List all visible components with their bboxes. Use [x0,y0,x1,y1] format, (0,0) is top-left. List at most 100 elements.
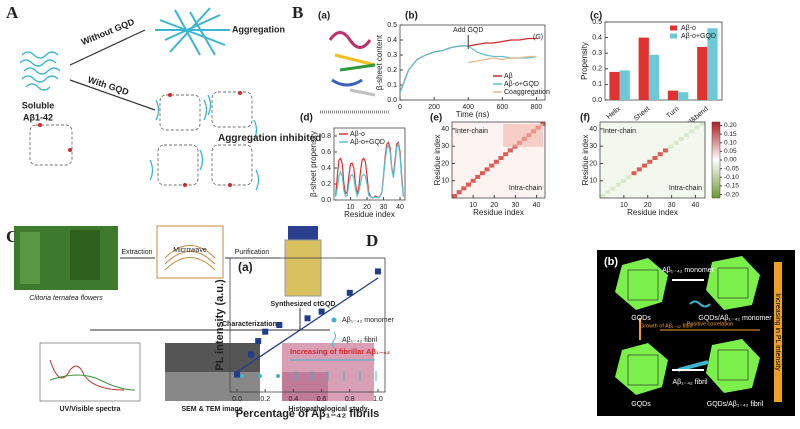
heatmap-cell [673,140,679,145]
point [255,338,262,345]
trend-text: Increasing of fibrillar Aβ₁₋₄₂ [290,347,390,356]
panel-a: A Soluble Aβ1-42 Without GQD With GQD Ag… [6,3,321,191]
heatmap-cell [503,152,509,157]
sub-label: (a) [318,11,330,22]
panel-b: B (a) (b) (c) (d) (e) (f) [292,3,602,124]
caption: Characterizations [222,321,281,328]
heatmap-cell [615,182,621,187]
colorbar [711,121,721,199]
heatmap-cell [456,190,462,195]
heatmap-cell [663,148,668,153]
scheme-text: GQDs [631,315,651,322]
panel-d: D (a) Aβ₁₋₄₂ monomer Aβ₁₋₄₂ fibril Incre… [236,231,795,416]
y-tick-label: 0.1 [387,82,397,89]
y-axis-label: PL intensity (a.u.) [214,279,226,371]
sub-label: (b) [405,11,418,22]
legend-label: Aβ-o+GQD [681,33,716,40]
without-gqd: Without GQD [80,17,137,48]
y-tick-label: 0.0 [321,197,331,204]
bar [678,92,689,100]
y-tick-label: 0.5 [592,19,602,26]
y-tick-label: 10 [589,178,597,185]
sub-label: (a) [238,260,253,274]
y-axis-label: β-sheet propensity [309,131,318,197]
x-tick-label: 40 [396,204,404,211]
scheme-text: Growth of Aβ₁₋₄₂ fibril [640,323,693,329]
microwave: Microwave [173,247,207,254]
bar [619,70,630,100]
sub-label: (f) [580,113,590,124]
heatmap-cell [689,129,695,134]
uv-image [39,342,141,402]
fibril [677,360,709,372]
scheme-text: GQDs/Aβ₁₋₄₂ fibril [707,401,764,408]
colorbar-tick-label: 0.15 [724,131,737,138]
plot-frame [451,121,546,199]
heatmap-block [503,124,544,147]
x-tick-label: 800 [531,104,543,111]
series-line [335,141,404,199]
y-tick-label: 0.3 [592,50,602,57]
x-tick-label: 0.2 [260,396,270,403]
point [304,315,311,322]
heatmap-cell [600,194,605,198]
heatmap-cell [498,156,504,160]
caption: Histopathological study [288,406,367,413]
heatmap-cell [678,137,684,141]
x-axis-label: Residue index [344,210,395,219]
monomer-icon [19,51,61,91]
sub-label: (c) [590,11,602,22]
point [234,371,241,378]
region-label: Inter-chain [603,128,636,135]
point [374,268,381,275]
y-axis-label: β-sheet content [375,34,384,90]
heatmap-cell [652,156,658,160]
y-tick-label: 0.2 [592,66,602,73]
legend-text: Aβ₁₋₄₂ fibril [342,337,378,344]
y-tick-label: 20 [589,160,597,167]
y-tick-label: 40 [441,126,449,133]
y-tick-label: 30 [589,143,597,150]
gqd-sheets [29,91,253,186]
x-tick-label: 30 [668,202,676,209]
arrow [69,79,156,111]
y-tick-label: 0.0 [592,97,602,104]
y-tick-label: 0.0 [387,97,397,104]
heatmap-cell [610,186,616,191]
heatmap-cell [636,167,642,172]
x-tick-label: 600 [497,104,509,111]
aggregation-label: Aggregation inhibited [218,133,321,144]
bar [648,54,660,100]
caption: Clitoria ternatea flowers [29,295,103,302]
x-tick-label: 10 [620,202,628,209]
x-tick-label: Turn [665,106,680,121]
y-tick-label: 40 [589,126,597,133]
y-axis-label: Residue index [581,135,590,186]
heatmap-cell [694,125,700,130]
colorbar-tick-label: -0.05 [724,165,739,172]
series-line [335,142,404,199]
spectrum [49,374,136,391]
step: Extraction [121,249,152,256]
protein-ribbon [328,31,376,97]
heatmap-cell [684,133,689,138]
monomer-icon [331,317,337,323]
x-tick-label: 20 [363,204,371,211]
x-tick-label: 20 [490,202,498,209]
icons-row [240,371,377,381]
legend-label: Coaggregation [504,89,550,96]
abeta: Aβ1-42 [23,112,53,122]
sub-label: (d) [300,113,313,124]
colorbar-tick-label: 0.00 [724,157,737,164]
x-tick-label: 20 [644,202,652,209]
scheme-text: GQDs [631,401,651,408]
colorbar-tick-label: 0.20 [724,122,737,129]
scheme-text: GQDs/Aβ₁₋₄₂ monomer [698,315,772,322]
y-tick-label: 0.5 [387,22,397,29]
y-axis-label: Propensity [580,42,589,80]
plot-frame [333,127,406,201]
bar [667,90,679,100]
vial-cap [288,226,318,240]
heatmap-cell [489,163,495,168]
histology-image [282,372,328,401]
